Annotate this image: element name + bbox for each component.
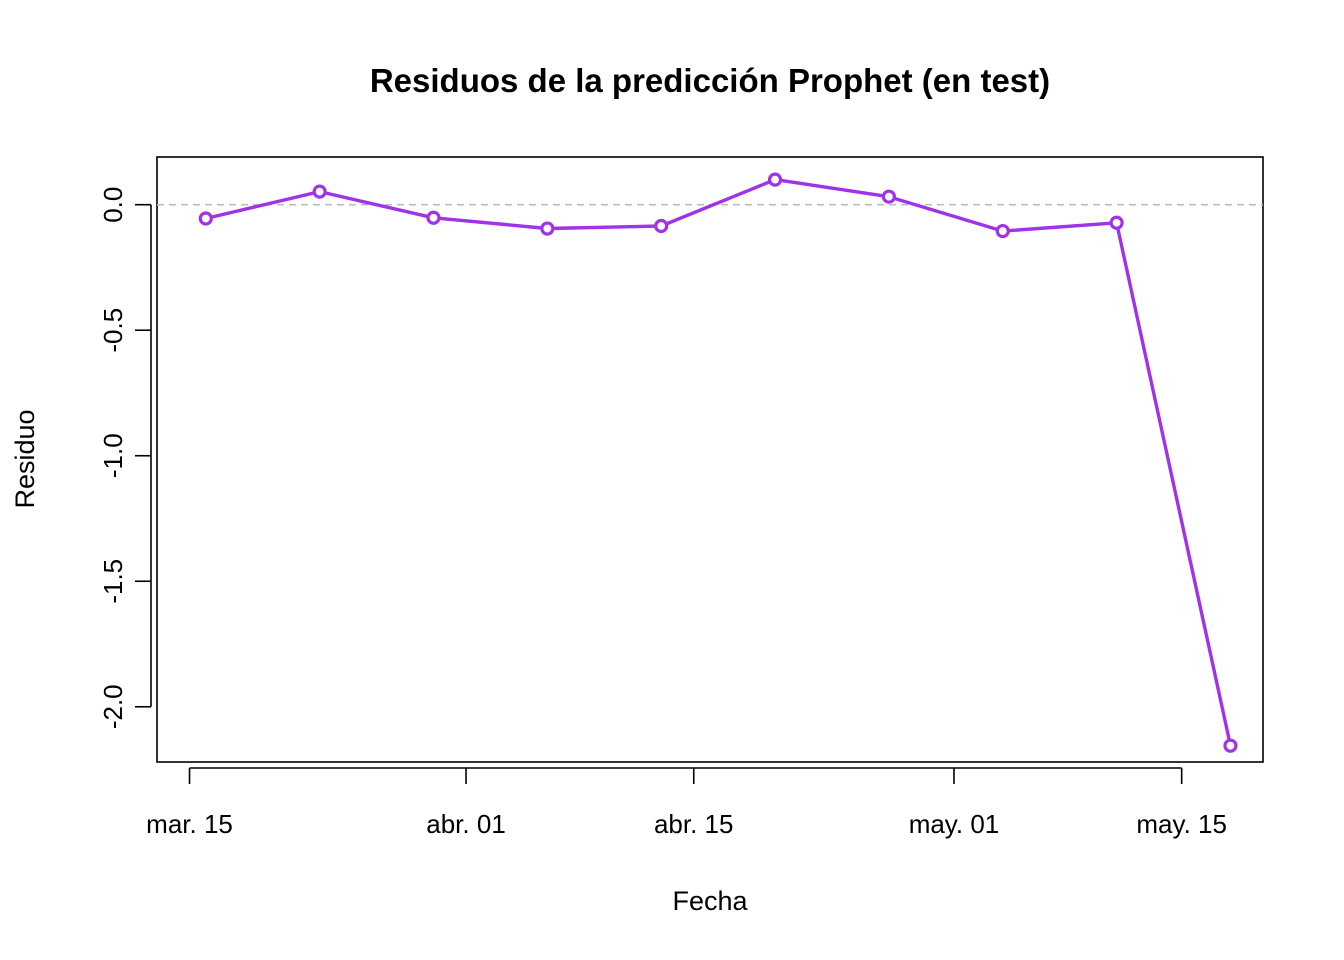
chart-title: Residuos de la predicción Prophet (en te… (370, 62, 1050, 99)
data-point (654, 218, 669, 234)
series-line (205, 177, 1233, 747)
y-tick-label: 0.0 (98, 187, 128, 223)
data-point (426, 210, 441, 225)
x-tick-label: may. 01 (909, 809, 1000, 839)
x-tick-label: abr. 01 (426, 809, 506, 839)
x-axis: mar. 15 abr. 01 abr. 15 may. 01 may. 15 (146, 767, 1227, 839)
data-point (540, 221, 555, 236)
series-layer (198, 172, 1238, 753)
data-point (767, 172, 783, 187)
data-point (1223, 738, 1238, 753)
data-point (198, 211, 213, 226)
data-point (312, 184, 327, 199)
y-tick-label: -2.0 (98, 684, 128, 729)
y-axis-label: Residuo (10, 409, 40, 508)
data-point (1109, 215, 1124, 230)
y-axis: 0.0 -0.5 -1.0 -1.5 -2.0 (98, 187, 152, 729)
x-tick-label: mar. 15 (146, 809, 233, 839)
x-tick-label: may. 15 (1136, 809, 1227, 839)
data-point (995, 223, 1010, 239)
y-tick-label: -0.5 (98, 308, 128, 353)
plot-frame (156, 156, 1264, 763)
data-point (881, 189, 897, 204)
x-tick-label: abr. 15 (654, 809, 734, 839)
x-axis-label: Fecha (672, 886, 748, 916)
y-tick-label: -1.0 (98, 433, 128, 478)
y-tick-label: -1.5 (98, 559, 128, 604)
